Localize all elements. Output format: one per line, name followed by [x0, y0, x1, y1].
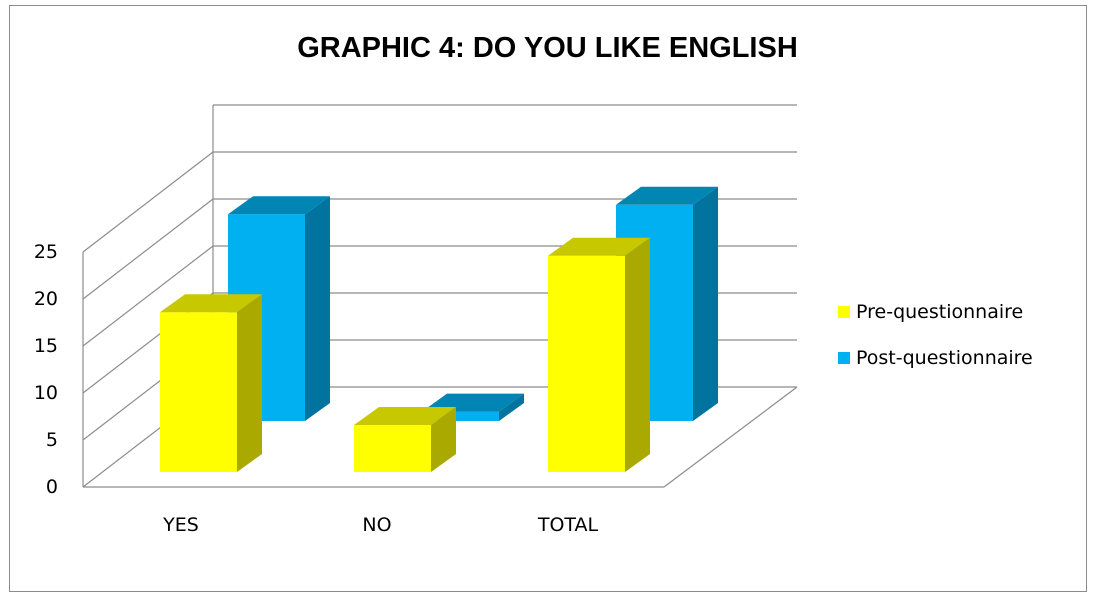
y-tick-label: 15	[34, 335, 58, 357]
x-category-label: TOTAL	[537, 514, 599, 536]
bar-side-face	[305, 196, 330, 421]
legend-label-post: Post-questionnaire	[856, 347, 1033, 369]
bar-no-pre	[354, 407, 456, 472]
bar-top-face	[160, 294, 262, 313]
x-category-label: YES	[162, 514, 199, 536]
y-tick-label: 0	[46, 476, 58, 498]
bar-front-face	[548, 255, 625, 472]
bar-top-face	[616, 186, 718, 205]
bar-top-face	[228, 196, 330, 215]
gridline-side	[82, 198, 214, 300]
floor-right-edge	[663, 386, 798, 488]
bar-top-face	[354, 407, 456, 425]
gridline-side	[82, 151, 214, 253]
y-tick-label: 25	[34, 241, 58, 263]
bar-yes-pre	[160, 294, 262, 472]
y-axis-ticks: 0 5 10 15 20 25	[34, 241, 58, 498]
x-category-label: NO	[362, 514, 391, 536]
legend-item-pre: Pre-questionnaire	[838, 300, 1033, 324]
legend-swatch-pre	[838, 306, 850, 318]
bar-side-face	[431, 407, 456, 472]
bar-side-face	[237, 294, 262, 472]
bar-front-face	[354, 425, 431, 472]
legend-swatch-post	[838, 352, 850, 364]
y-tick-label: 10	[34, 382, 58, 404]
legend-label-pre: Pre-questionnaire	[856, 301, 1024, 323]
x-axis-categories: YES NO TOTAL	[162, 514, 598, 536]
bar-side-face	[693, 186, 718, 421]
chart-bars	[160, 186, 718, 472]
y-tick-label: 5	[46, 429, 58, 451]
legend-item-post: Post-questionnaire	[838, 346, 1033, 370]
legend: Pre-questionnaire Post-questionnaire	[838, 300, 1033, 392]
bar-side-face	[625, 237, 650, 472]
chart-title: GRAPHIC 4: DO YOU LIKE ENGLISH	[297, 32, 798, 64]
gridline-side	[82, 245, 214, 347]
bar-side-face	[499, 393, 524, 421]
bar-top-face	[548, 237, 650, 256]
bar-total-pre	[548, 237, 650, 472]
bar-front-face	[422, 411, 499, 421]
bar-front-face	[160, 312, 237, 472]
y-tick-label: 20	[34, 288, 58, 310]
